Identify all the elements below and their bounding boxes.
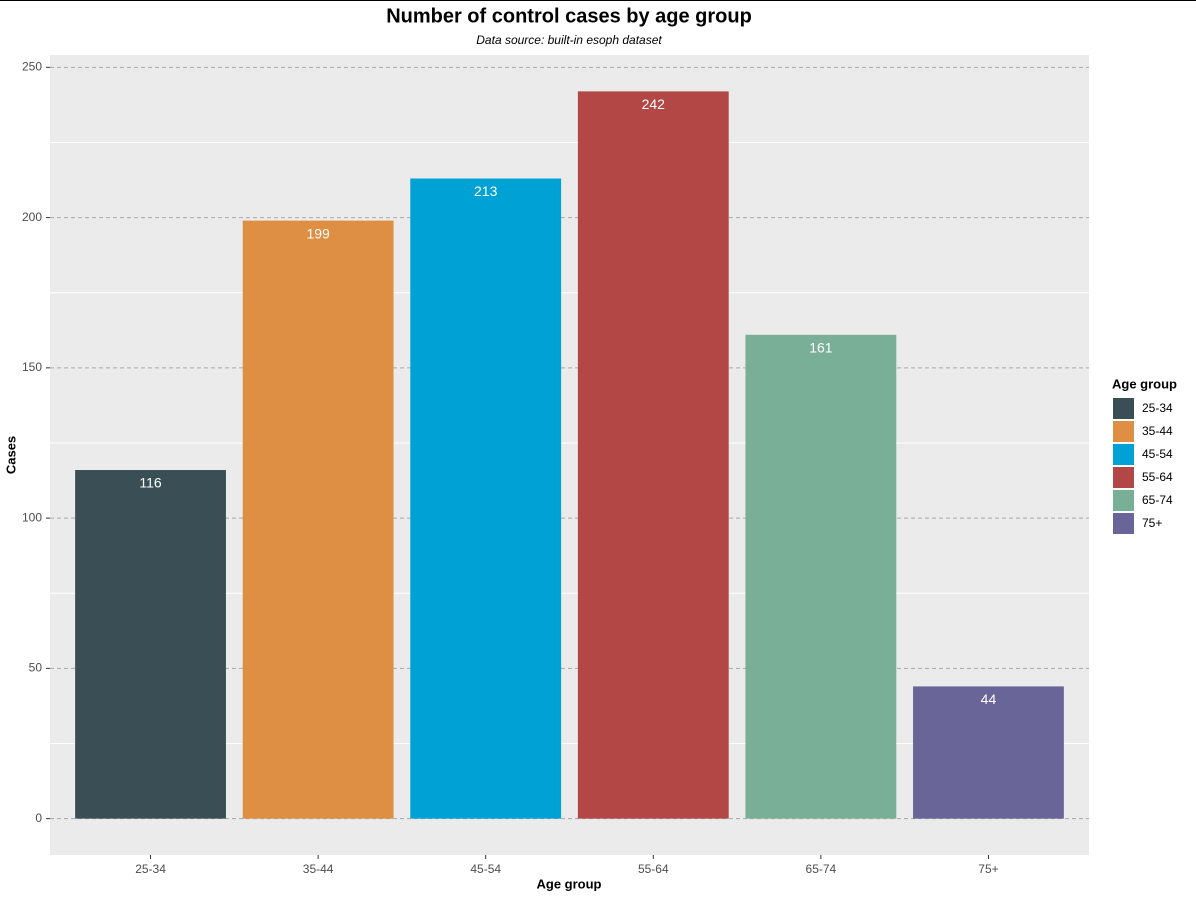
- x-tick-label: 65-74: [806, 862, 837, 876]
- legend-label: 35-44: [1142, 424, 1173, 438]
- legend-label: 75+: [1142, 516, 1162, 530]
- y-tick-label: 0: [35, 811, 42, 825]
- data-label: 242: [642, 96, 666, 112]
- chart-title: Number of control cases by age group: [386, 5, 752, 27]
- legend-swatch: [1113, 444, 1134, 465]
- x-tick-label: 75+: [978, 862, 998, 876]
- legend-swatch: [1113, 467, 1134, 488]
- bar: [242, 220, 394, 819]
- data-label: 213: [474, 183, 498, 199]
- y-tick-label: 50: [29, 661, 43, 675]
- bar: [75, 470, 226, 819]
- legend-swatch: [1113, 513, 1134, 534]
- legend-title: Age group: [1112, 376, 1177, 391]
- legend-swatch: [1113, 490, 1134, 511]
- data-label: 199: [306, 225, 330, 241]
- x-axis-title: Age group: [537, 876, 602, 891]
- x-tick-label: 45-54: [470, 862, 501, 876]
- bar: [410, 178, 562, 819]
- data-label: 161: [809, 339, 833, 355]
- legend-swatch: [1113, 421, 1134, 442]
- data-label: 44: [981, 691, 997, 707]
- bar: [913, 686, 1064, 819]
- y-tick-label: 100: [22, 510, 42, 524]
- y-axis-title: Cases: [3, 436, 18, 474]
- legend-label: 55-64: [1142, 470, 1173, 484]
- data-label: 116: [139, 475, 162, 491]
- legend-label: 45-54: [1142, 447, 1173, 461]
- chart-subtitle: Data source: built-in esoph dataset: [476, 33, 662, 47]
- x-tick-label: 55-64: [638, 862, 669, 876]
- legend-label: 25-34: [1142, 401, 1173, 415]
- y-tick-label: 250: [22, 59, 42, 73]
- bar: [577, 91, 729, 819]
- x-tick-label: 35-44: [303, 862, 334, 876]
- y-tick-label: 150: [22, 360, 42, 374]
- y-tick-label: 200: [22, 210, 42, 224]
- legend-swatch: [1113, 398, 1134, 419]
- bar: [745, 334, 897, 819]
- x-tick-label: 25-34: [135, 862, 166, 876]
- legend-label: 65-74: [1142, 493, 1173, 507]
